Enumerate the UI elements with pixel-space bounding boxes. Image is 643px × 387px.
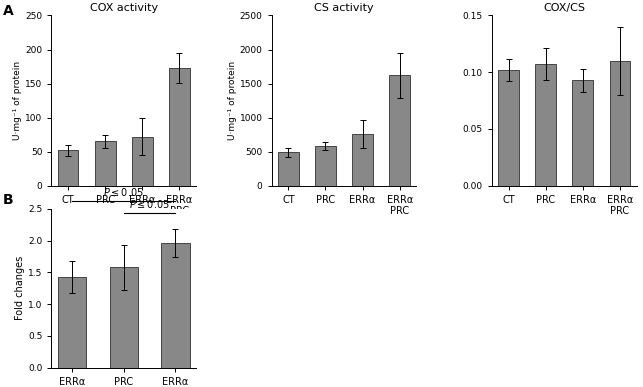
Bar: [161, 243, 190, 368]
Y-axis label: Fold changes: Fold changes: [15, 256, 25, 320]
Bar: [169, 68, 190, 186]
Bar: [390, 75, 410, 186]
Y-axis label: U·mg⁻¹ of protein: U·mg⁻¹ of protein: [228, 61, 237, 140]
Text: B: B: [3, 194, 14, 207]
Bar: [110, 267, 138, 368]
Bar: [498, 70, 519, 186]
Bar: [58, 150, 78, 186]
Bar: [132, 137, 152, 186]
Bar: [58, 277, 86, 368]
Bar: [278, 152, 298, 186]
Bar: [95, 142, 116, 186]
Y-axis label: U·mg⁻¹ of protein: U·mg⁻¹ of protein: [14, 61, 23, 140]
Bar: [610, 61, 630, 186]
Bar: [536, 64, 556, 186]
Text: $P \leq 0.05$: $P \leq 0.05$: [129, 198, 170, 210]
Title: COX activity: COX activity: [90, 3, 158, 13]
Text: A: A: [3, 4, 14, 18]
Text: $P \leq 0.05$: $P \leq 0.05$: [104, 186, 144, 198]
Bar: [352, 134, 373, 186]
Title: COX/CS: COX/CS: [543, 3, 585, 13]
Bar: [572, 80, 593, 186]
Bar: [315, 146, 336, 186]
Title: CS activity: CS activity: [314, 3, 374, 13]
